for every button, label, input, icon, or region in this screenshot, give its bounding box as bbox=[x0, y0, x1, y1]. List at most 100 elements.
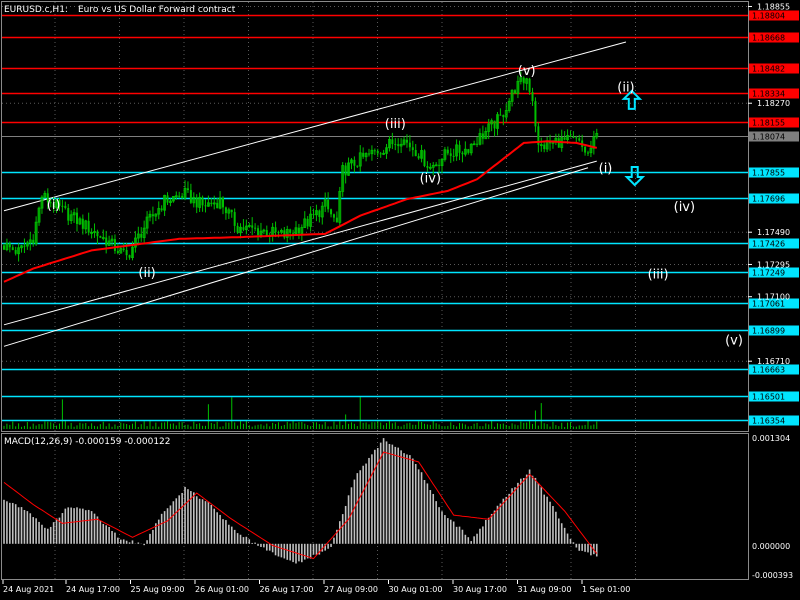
candle-body-bull bbox=[78, 218, 82, 225]
chart-symbol: EURUSD.c,H1: bbox=[4, 5, 68, 15]
candle-body-bear bbox=[332, 214, 335, 218]
candle-body-bear bbox=[356, 165, 359, 167]
macd-scale-bottom: -0.000393 bbox=[752, 571, 793, 580]
macd-indicator bbox=[3, 438, 598, 564]
candle-body-bull bbox=[154, 213, 158, 217]
candle-body-bear bbox=[572, 136, 575, 138]
candle-body-bull bbox=[516, 80, 520, 94]
candle-body-bull bbox=[183, 187, 187, 199]
price-tick-label: 1.17490 bbox=[757, 228, 790, 237]
time-label: 31 Aug 09:00 bbox=[518, 585, 572, 594]
level-tag-1.18804 bbox=[749, 10, 799, 21]
candle-body-bull bbox=[382, 152, 386, 155]
candle-body-bear bbox=[499, 114, 502, 116]
candle-body-bull bbox=[239, 226, 242, 234]
candle-body-bull bbox=[323, 199, 327, 207]
wave-label: (iii) bbox=[648, 268, 669, 283]
candle-body-bull bbox=[595, 133, 599, 138]
candle-body-bear bbox=[306, 218, 309, 227]
candle-body-bear bbox=[461, 152, 464, 155]
candle-body-bear bbox=[49, 202, 52, 204]
candle-body-bear bbox=[584, 146, 587, 153]
candle-body-bear bbox=[318, 210, 321, 217]
candle-body-bear bbox=[58, 200, 61, 206]
candle-body-bear bbox=[578, 138, 581, 141]
channel-upper-line bbox=[3, 41, 627, 212]
macd-scale-zero: 0.000000 bbox=[752, 542, 790, 551]
candle-body-bull bbox=[142, 227, 146, 239]
candle-body-bear bbox=[87, 220, 90, 233]
candle-body-bull bbox=[420, 150, 423, 159]
candle-body-bear bbox=[557, 138, 560, 148]
volume-bars bbox=[3, 397, 598, 429]
candle-body-bear bbox=[151, 214, 154, 217]
candle-body-bull bbox=[37, 207, 41, 223]
wave-label: (ii) bbox=[138, 266, 155, 281]
candle-body-bull bbox=[5, 243, 9, 251]
candle-body-bear bbox=[224, 207, 227, 214]
level-tag-1.17426 bbox=[749, 238, 799, 249]
price-tick-label: 1.18270 bbox=[757, 99, 790, 108]
level-label-1.18668: 1.18668 bbox=[752, 34, 785, 43]
candle-body-bull bbox=[192, 196, 196, 204]
candle-body-bear bbox=[105, 237, 108, 246]
horizontal-levels[interactable]: 1.18804 1.18668 1.18482 1.18334 1.18155 1.180… bbox=[2, 10, 799, 426]
candle-body-bear bbox=[128, 255, 131, 258]
candle-body-bear bbox=[362, 152, 365, 157]
level-label-1.17696: 1.17696 bbox=[752, 195, 785, 204]
candle-body-bull bbox=[431, 165, 435, 168]
level-label-1.17249: 1.17249 bbox=[752, 269, 785, 278]
candle-body-bear bbox=[14, 250, 17, 254]
candle-body-bear bbox=[476, 143, 479, 145]
candle-body-bear bbox=[543, 144, 546, 150]
candle-body-bear bbox=[113, 239, 116, 251]
candle-body-bull bbox=[69, 214, 73, 222]
candle-body-bull bbox=[478, 133, 482, 145]
level-tag-1.16501 bbox=[749, 391, 799, 402]
candle-body-bull bbox=[434, 164, 438, 167]
candles bbox=[3, 71, 599, 262]
candle-body-bear bbox=[11, 247, 14, 251]
candle-body-bear bbox=[254, 227, 257, 229]
wave-label: (ii) bbox=[617, 81, 634, 96]
candle-body-bear bbox=[233, 212, 236, 226]
level-tag-1.17855 bbox=[749, 167, 799, 178]
trend-channel[interactable] bbox=[3, 41, 627, 347]
candle-body-bear bbox=[265, 230, 268, 237]
level-tag-1.17249 bbox=[749, 267, 799, 278]
candle-body-bull bbox=[385, 147, 388, 154]
channel-bottom-line bbox=[3, 167, 589, 347]
candle-body-bear bbox=[327, 199, 330, 210]
candle-body-bear bbox=[397, 144, 400, 147]
candle-body-bear bbox=[534, 101, 537, 127]
wave-label: (v) bbox=[725, 334, 743, 349]
candle-body-bull bbox=[469, 143, 473, 154]
level-tag-1.18155 bbox=[749, 117, 799, 128]
candle-body-bear bbox=[81, 218, 84, 229]
candle-body-bull bbox=[504, 110, 508, 118]
candle-body-bear bbox=[3, 245, 5, 250]
candle-body-bear bbox=[222, 197, 224, 208]
level-label-1.16354: 1.16354 bbox=[752, 417, 785, 426]
candle-body-bull bbox=[218, 197, 222, 209]
candle-body-bear bbox=[76, 212, 78, 224]
candle-body-bull bbox=[131, 246, 134, 259]
candle-body-bull bbox=[136, 233, 140, 239]
candle-body-bull bbox=[554, 137, 558, 142]
candle-body-bear bbox=[575, 137, 578, 139]
candle-body-bull bbox=[28, 239, 32, 244]
candle-body-bull bbox=[399, 143, 403, 147]
price-tick-label: 1.16710 bbox=[757, 357, 790, 366]
candle-body-bull bbox=[341, 165, 345, 192]
candle-body-bear bbox=[292, 232, 295, 234]
level-tag-1.16663 bbox=[749, 364, 799, 375]
candle-body-bull bbox=[259, 230, 263, 236]
candle-body-bull bbox=[227, 209, 231, 214]
candle-body-bear bbox=[52, 203, 55, 208]
candle-body-bear bbox=[563, 137, 566, 140]
time-label: 1 Sep 01:00 bbox=[582, 585, 630, 594]
candle-body-bear bbox=[417, 156, 420, 159]
candle-body-bull bbox=[490, 120, 494, 125]
candle-body-bear bbox=[394, 144, 397, 146]
